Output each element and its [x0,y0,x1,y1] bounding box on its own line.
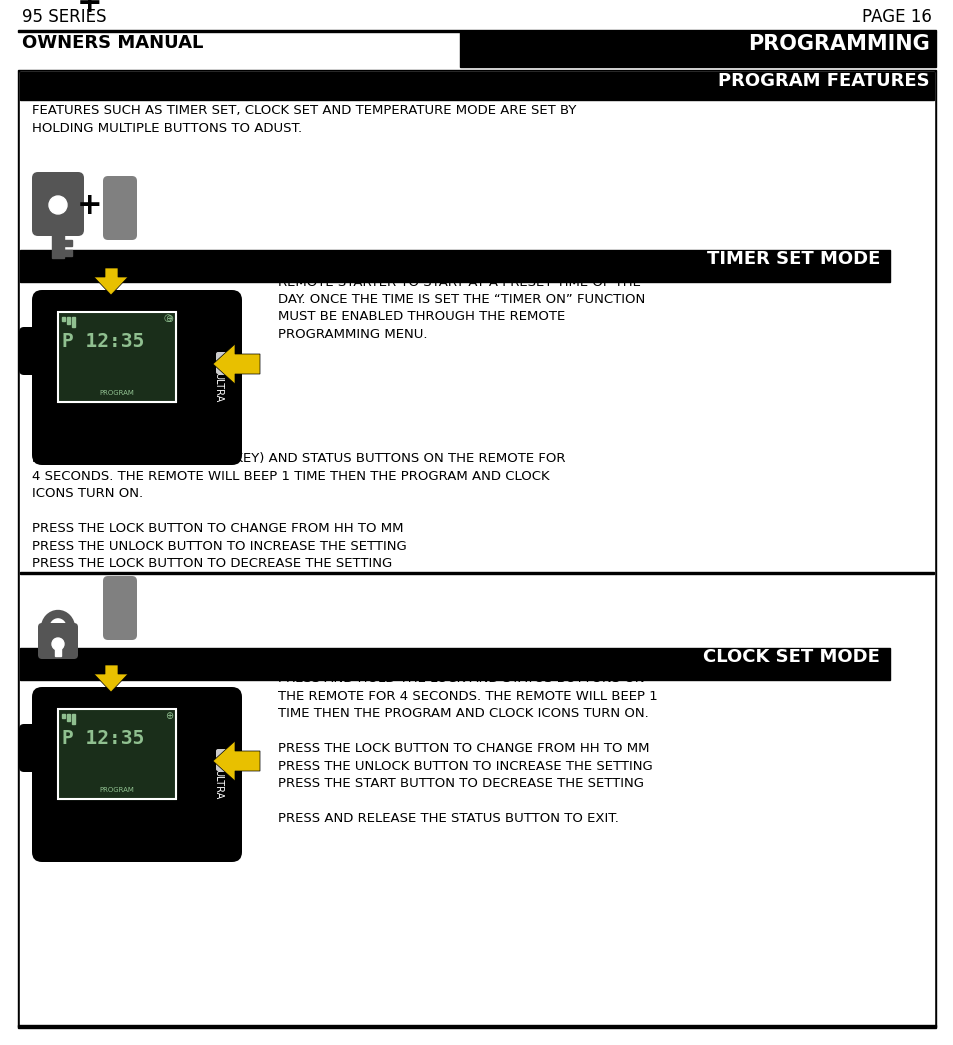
Text: ULTRA: ULTRA [213,372,223,402]
Bar [62,714,65,718]
Polygon shape [213,344,260,384]
Bar [18,1025,935,1028]
Text: P 12:35: P 12:35 [62,332,144,351]
FancyBboxPatch shape [38,623,78,659]
Bar [64,240,71,246]
Text: CLOCK SET MODE: CLOCK SET MODE [702,648,879,666]
FancyBboxPatch shape [32,172,84,236]
Text: TIMER SET MODE ALLOWS THE USER TO PROGRAM THE
REMOTE STARTER TO START AT A PRESE: TIMER SET MODE ALLOWS THE USER TO PROGRA… [277,258,645,341]
FancyBboxPatch shape [103,576,137,640]
Polygon shape [94,665,128,692]
Text: ⊕: ⊕ [165,711,172,721]
Bar [58,709,175,799]
Bar [71,317,75,327]
Text: OWNERS MANUAL: OWNERS MANUAL [22,34,203,52]
Text: TO SET THE CLOCK TIME: TO SET THE CLOCK TIME [277,655,458,668]
Text: PROGRAM FEATURES: PROGRAM FEATURES [718,72,929,90]
FancyBboxPatch shape [215,749,231,771]
Bar [55,648,61,656]
Bar [64,250,71,256]
Bar [18,30,935,32]
Bar [20,250,889,282]
Polygon shape [94,268,128,295]
FancyBboxPatch shape [215,352,231,374]
Bar [67,317,70,324]
Text: ○: ○ [164,314,172,323]
Text: PRESS AND HOLD THE LOCK AND STATUS BUTTONS ON
THE REMOTE FOR 4 SECONDS. THE REMO: PRESS AND HOLD THE LOCK AND STATUS BUTTO… [277,672,657,825]
Bar [71,714,75,724]
FancyBboxPatch shape [32,291,242,465]
Text: TIMER SET MODE: TIMER SET MODE [706,250,879,268]
Bar [58,312,175,402]
Text: 95 SERIES: 95 SERIES [22,8,107,26]
Text: +: + [77,0,103,19]
Text: PROGRAMMING: PROGRAMMING [747,34,929,54]
FancyBboxPatch shape [19,327,49,375]
FancyBboxPatch shape [103,176,137,240]
Text: PROGRAM: PROGRAM [99,787,134,793]
Bar [459,32,935,67]
Bar [52,230,64,258]
Text: ⊕: ⊕ [165,314,172,324]
Text: PAGE 16: PAGE 16 [862,8,931,26]
Polygon shape [213,741,260,781]
Text: P 12:35: P 12:35 [62,729,144,748]
FancyBboxPatch shape [19,724,49,772]
Text: PROGRAM: PROGRAM [99,390,134,396]
Bar [62,317,65,321]
Bar [67,714,70,721]
Circle shape [49,196,67,214]
Bar [20,572,933,574]
Bar [20,648,889,680]
Bar [20,72,933,100]
Circle shape [52,638,64,650]
Text: +: + [77,190,103,219]
Text: FEATURES SUCH AS TIMER SET, CLOCK SET AND TEMPERATURE MODE ARE SET BY
HOLDING MU: FEATURES SUCH AS TIMER SET, CLOCK SET AN… [32,104,576,135]
Bar [58,312,175,402]
Text: ULTRA: ULTRA [213,769,223,799]
Text: PRESS AND HOLD THE START (KEY) AND STATUS BUTTONS ON THE REMOTE FOR
4 SECONDS. T: PRESS AND HOLD THE START (KEY) AND STATU… [32,452,565,570]
FancyBboxPatch shape [32,687,242,862]
Bar [58,709,175,799]
Text: TO ENTER TIMER SET MODE: TO ENTER TIMER SET MODE [32,436,238,449]
